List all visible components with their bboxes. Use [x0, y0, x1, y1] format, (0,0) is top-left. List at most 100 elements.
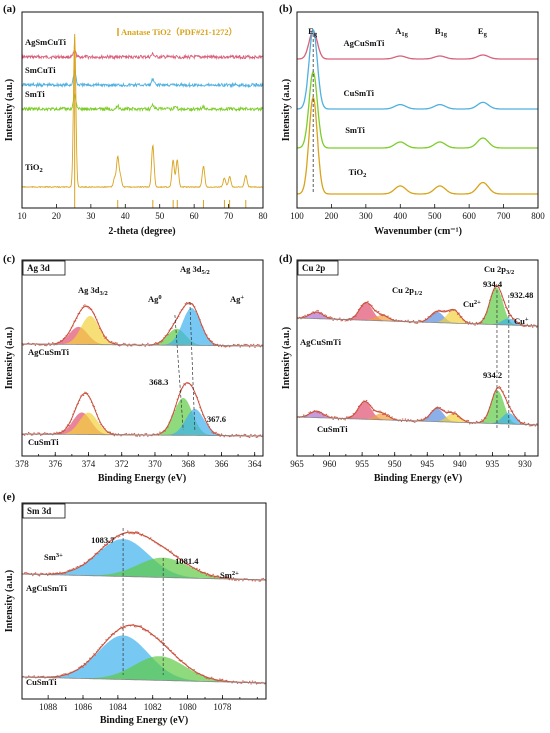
raw-data-point [262, 577, 264, 580]
raw-data-point [416, 322, 419, 324]
raw-data-point [238, 343, 240, 346]
raw-data-point [412, 320, 415, 322]
raw-data-point [235, 579, 237, 581]
x-tick-label: 1080 [179, 702, 198, 712]
raw-data-point [340, 418, 342, 420]
binding-368-3: 368.3 [149, 377, 168, 387]
raw-data-point [452, 413, 455, 415]
panel-c-tag-box [22, 260, 66, 276]
raw-data-point [215, 431, 217, 434]
raw-data-point [316, 309, 318, 312]
background-line [22, 343, 263, 347]
x-tick-label: 40 [121, 211, 131, 221]
raw-data-point [223, 345, 225, 348]
cu2p12-label: Cu 2p1/2 [392, 285, 422, 297]
series-label: SmTi [25, 89, 45, 99]
raw-data-point [333, 416, 336, 418]
panel-e-x-ticks: 1088 1086 1084 1082 1080 1078 [39, 695, 258, 712]
raw-data-point [59, 571, 61, 573]
cu2p32-label: Cu 2p3/2 [484, 264, 514, 276]
x-tick-label: 378 [15, 459, 29, 469]
raw-data-point [316, 411, 318, 414]
raman-series-line [297, 96, 538, 195]
panel-e-sm3d: (e) Sm 3d 1088 1086 1084 1082 1080 1078 Bindi… [3, 491, 267, 726]
fit-component [22, 635, 266, 683]
raw-data-point [33, 432, 35, 434]
raw-data-point [448, 310, 451, 313]
panel-a-plot [22, 34, 263, 208]
x-tick-label: 10 [18, 211, 28, 221]
raw-data-point [255, 683, 258, 685]
ag0-guide [174, 314, 184, 431]
raw-data-point [209, 575, 212, 577]
x-tick-label: 600 [462, 211, 476, 221]
fit-component [22, 656, 266, 683]
raw-data-point [220, 345, 223, 348]
raw-data-point [467, 419, 470, 422]
raw-data-point [523, 421, 526, 424]
raw-data-point [309, 411, 312, 413]
raw-data-point [535, 423, 538, 425]
raw-data-point [48, 572, 50, 574]
raw-data-point [302, 414, 305, 416]
raw-data-point [82, 666, 84, 668]
raw-data-point [255, 436, 258, 439]
raw-data-point [244, 343, 247, 346]
raw-data-point [304, 314, 306, 317]
raw-data-point [324, 314, 326, 316]
x-tick-label: 940 [453, 459, 467, 469]
background-line [297, 416, 538, 426]
raw-data-point [45, 344, 47, 347]
raw-data-point [208, 574, 210, 577]
raw-data-point [533, 324, 535, 326]
raw-data-point [254, 580, 256, 582]
raw-data-point [341, 319, 344, 322]
panel-a-frame [21, 11, 264, 209]
x-tick-label: 1086 [74, 702, 93, 712]
raw-data-point [140, 625, 142, 627]
raw-data-point [82, 394, 85, 397]
raw-data-point [40, 434, 42, 436]
raw-data-point [238, 579, 240, 582]
raw-data-point [234, 579, 236, 581]
raw-data-point [118, 535, 121, 537]
raw-data-point [383, 413, 385, 416]
raw-data-point [34, 572, 37, 574]
panel-c-letter: (c) [3, 253, 16, 265]
raw-data-point [113, 435, 116, 437]
raw-data-point [395, 319, 397, 321]
raw-data-point [380, 314, 383, 317]
x-tick-label: 30 [86, 211, 96, 221]
raw-data-point [144, 433, 146, 435]
x-tick-label: 400 [394, 211, 408, 221]
fit-component [297, 287, 538, 326]
raw-data-point [150, 537, 152, 539]
raw-data-point [119, 345, 121, 347]
raw-data-point [53, 432, 55, 434]
panel-c-x-label: Binding Energy (eV) [98, 473, 186, 484]
raw-data-point [34, 344, 37, 347]
raw-data-point [24, 572, 26, 574]
raw-data-point [144, 630, 147, 632]
raw-data-point [211, 676, 213, 678]
raw-data-point [219, 678, 221, 680]
raw-data-point [344, 419, 346, 421]
series-label: SmCuTi [25, 65, 56, 75]
panel-d-frame [296, 259, 539, 457]
raw-data-point [331, 316, 333, 319]
raw-data-point [228, 346, 231, 348]
raw-data-point [251, 680, 254, 682]
raw-data-point [135, 531, 137, 533]
xrd-series-line [22, 37, 263, 189]
raw-data-point [450, 310, 452, 312]
raw-data-point [196, 673, 198, 675]
raw-data-point [258, 344, 260, 346]
ag3d52-label: Ag 3d5/2 [180, 264, 210, 276]
raw-data-point [244, 433, 247, 436]
series-label: AgCuSmTi [26, 583, 68, 593]
raw-data-point [391, 416, 393, 418]
raw-data-point [313, 312, 316, 315]
raw-data-point [212, 573, 214, 576]
raw-data-point [159, 431, 161, 433]
